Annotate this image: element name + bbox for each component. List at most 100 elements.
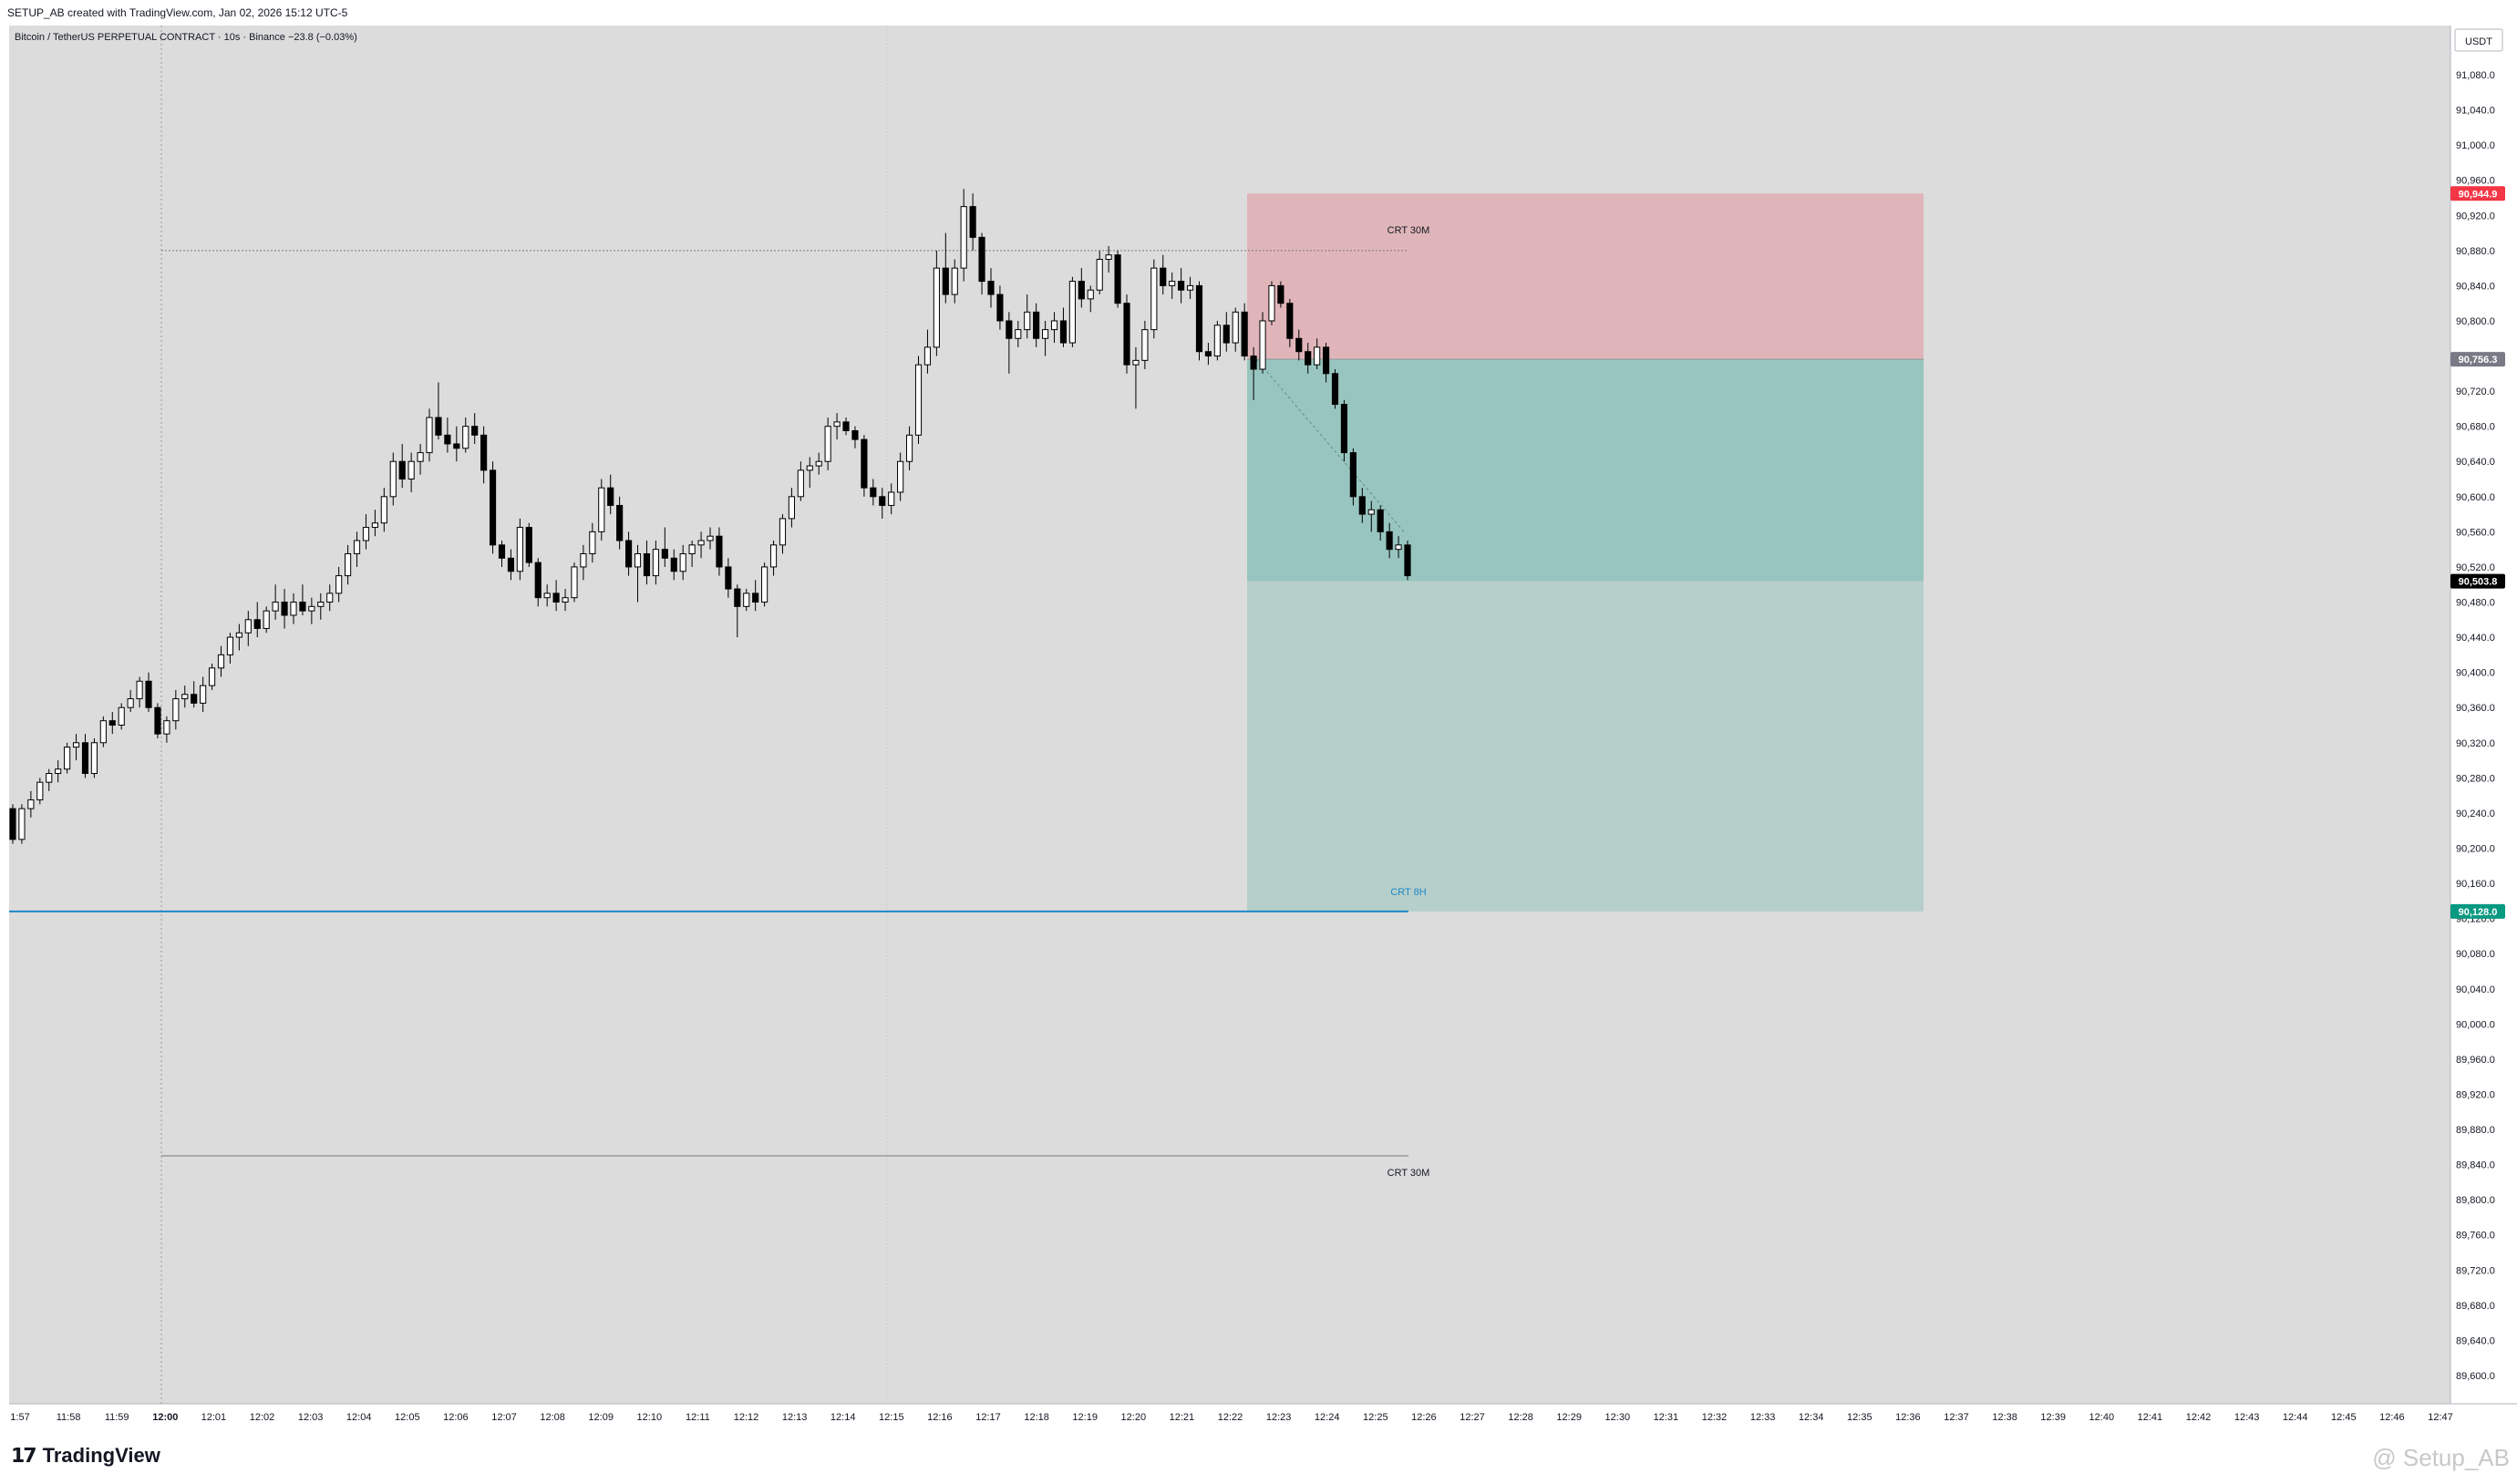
down-candle	[842, 421, 850, 431]
down-candle	[1033, 311, 1040, 339]
price-axis-background	[2450, 26, 2517, 1404]
time-tick-label: 12:03	[298, 1412, 324, 1423]
price-tick-label: 90,280.0	[2456, 773, 2495, 784]
time-tick-label: 12:07	[491, 1412, 517, 1423]
time-tick-label: 12:31	[1654, 1412, 1679, 1423]
up-candle	[353, 540, 361, 554]
time-tick-label: 12:20	[1121, 1412, 1147, 1423]
time-tick-label: 12:41	[2138, 1412, 2163, 1423]
open-profit-zone	[1247, 359, 1411, 582]
up-candle	[90, 742, 98, 775]
down-candle	[851, 429, 859, 440]
down-candle	[1286, 303, 1294, 339]
time-tick-label: 12:30	[1605, 1412, 1631, 1423]
up-candle	[897, 460, 904, 493]
up-candle	[815, 460, 822, 467]
time-tick-label: 12:25	[1363, 1412, 1388, 1423]
plot-background	[9, 26, 2450, 1404]
down-candle	[1323, 346, 1330, 375]
current-price-badge	[2450, 573, 2505, 589]
up-candle	[345, 552, 352, 577]
time-tick-label: 11:58	[57, 1412, 81, 1423]
down-candle	[1386, 531, 1393, 551]
up-candle	[208, 667, 216, 686]
time-tick-label: 11:59	[105, 1412, 129, 1423]
down-candle	[480, 434, 488, 471]
up-candle	[389, 460, 397, 498]
down-candle	[942, 267, 949, 295]
price-tick-label: 90,600.0	[2456, 492, 2495, 503]
time-tick-label: 12:26	[1411, 1412, 1437, 1423]
down-candle	[108, 720, 116, 727]
up-candle	[326, 593, 334, 603]
down-candle	[453, 443, 460, 449]
down-candle	[299, 602, 306, 612]
down-candle	[9, 808, 16, 840]
down-candle	[1178, 281, 1185, 291]
time-tick-label: 12:39	[2040, 1412, 2066, 1423]
down-candle	[643, 552, 651, 577]
time-tick-label: 12:14	[830, 1412, 856, 1423]
up-candle	[417, 452, 424, 462]
price-tick-label: 89,760.0	[2456, 1231, 2495, 1242]
tradingview-brand[interactable]: 𝟭𝟳 TradingView	[11, 1444, 160, 1468]
down-candle	[1295, 337, 1303, 353]
price-tick-label: 89,720.0	[2456, 1265, 2495, 1276]
down-candle	[1160, 267, 1167, 286]
down-candle	[81, 742, 89, 775]
up-candle	[1105, 254, 1112, 260]
down-candle	[1250, 356, 1257, 370]
price-tick-label: 90,640.0	[2456, 457, 2495, 468]
up-candle	[1395, 544, 1402, 551]
price-tick-label: 90,240.0	[2456, 809, 2495, 819]
price-tick-label: 89,680.0	[2456, 1301, 2495, 1312]
down-candle	[1340, 404, 1348, 454]
down-candle	[471, 426, 479, 436]
time-tick-label: 12:38	[1992, 1412, 2017, 1423]
time-tick-label: 1:57	[10, 1412, 29, 1423]
up-candle	[1096, 258, 1103, 291]
up-candle	[163, 720, 170, 735]
time-tick-label: 12:23	[1266, 1412, 1292, 1423]
up-candle	[226, 636, 234, 655]
price-tick-label: 91,040.0	[2456, 106, 2495, 117]
down-candle	[734, 588, 741, 607]
time-tick-label: 12:11	[686, 1412, 710, 1423]
entry-price-badge-label: 90,756.3	[2459, 355, 2498, 366]
current-price-badge-label: 90,503.8	[2459, 577, 2498, 588]
price-tick-label: 90,800.0	[2456, 316, 2495, 327]
up-candle	[64, 747, 71, 770]
up-candle	[761, 566, 769, 603]
up-candle	[562, 597, 569, 603]
up-candle	[407, 460, 415, 480]
up-candle	[743, 593, 750, 607]
up-candle	[1015, 329, 1022, 339]
time-tick-label: 12:06	[443, 1412, 469, 1423]
time-tick-label: 12:37	[1944, 1412, 1969, 1423]
time-tick-label: 12:05	[395, 1412, 420, 1423]
up-candle	[688, 544, 696, 554]
brand-name: TradingView	[42, 1444, 160, 1467]
time-tick-label: 12:32	[1702, 1412, 1728, 1423]
down-candle	[987, 281, 995, 295]
down-candle	[996, 294, 1004, 322]
up-candle	[244, 619, 252, 634]
up-candle	[263, 610, 270, 629]
up-candle	[371, 522, 378, 529]
down-candle	[1349, 452, 1356, 498]
up-candle	[1232, 311, 1239, 344]
down-candle	[607, 487, 614, 506]
up-candle	[99, 720, 107, 744]
up-candle	[426, 417, 433, 454]
price-tick-label: 89,800.0	[2456, 1195, 2495, 1206]
up-candle	[1087, 289, 1094, 300]
price-tick-label: 90,360.0	[2456, 703, 2495, 714]
up-candle	[923, 346, 932, 366]
down-candle	[1241, 311, 1248, 357]
up-candle	[598, 487, 605, 532]
time-tick-label: 12:00	[152, 1412, 178, 1423]
time-tick-label: 12:33	[1750, 1412, 1776, 1423]
down-candle	[861, 438, 868, 489]
down-candle	[625, 540, 633, 568]
